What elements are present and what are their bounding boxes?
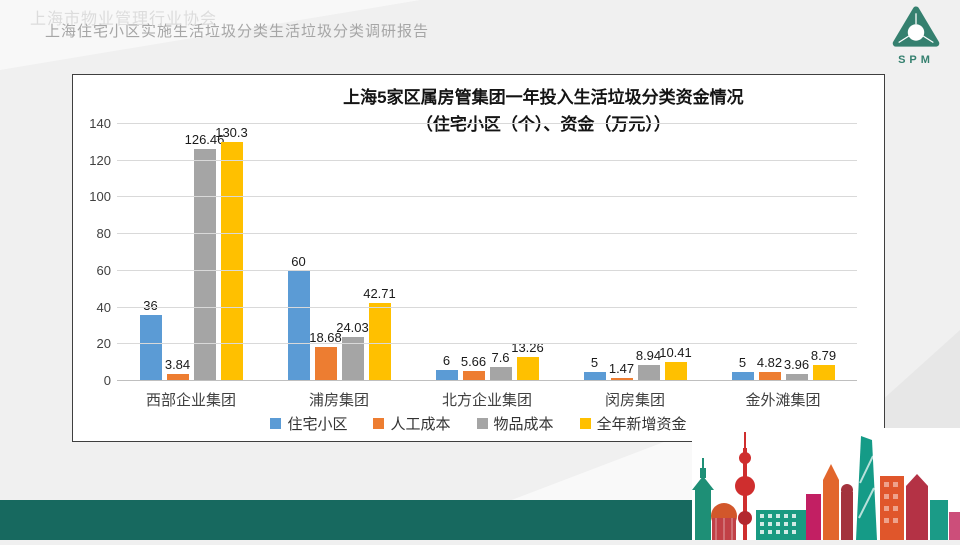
bar-group: 5 1.47 8.94 10.41: [561, 124, 709, 381]
chart-title-line1: 上海5家区属房管集团一年投入生活垃圾分类资金情况: [343, 88, 744, 107]
bar-value-label: 10.41: [659, 344, 692, 360]
footer-text: 上海市物业管理行业协会: [30, 11, 218, 28]
bar-value-label: 6: [442, 353, 451, 368]
bar: 5: [583, 355, 606, 381]
y-tick-label: 40: [96, 299, 111, 315]
bar: 8.79: [811, 348, 836, 381]
bar-value-label: 60: [291, 253, 306, 269]
legend-swatch: [270, 418, 282, 429]
gridline: [117, 159, 857, 161]
bar: 1.47: [609, 361, 634, 381]
bar: 18.68: [309, 330, 342, 381]
legend-label: 人工成本: [390, 416, 451, 433]
legend-label: 物品成本: [493, 416, 554, 433]
bar-group: 5 4.82 3.96 8.79: [709, 124, 857, 381]
bar-value-label: 5: [738, 354, 747, 370]
y-tick-label: 140: [89, 116, 111, 131]
gridline: [117, 343, 857, 345]
bar-value-label: 3.84: [164, 356, 191, 372]
bar-value-label: 36: [143, 297, 158, 313]
legend-item: 人工成本: [373, 413, 451, 434]
bar-value-label: 42.71: [363, 285, 396, 301]
y-tick-label: 20: [96, 336, 111, 352]
chart-title: 上海5家区属房管集团一年投入生活垃圾分类资金情况 （住宅小区（个）、资金（万元）…: [343, 84, 743, 138]
gridline: [117, 269, 857, 271]
bar: 24.03: [336, 320, 369, 381]
slide-header-title: 上海住宅小区实施生活垃圾分类生活垃圾分类调研报告: [45, 23, 430, 40]
bar: 10.41: [659, 345, 692, 381]
bar-value-label: 18.68: [309, 329, 342, 345]
bar: 6: [435, 353, 458, 381]
x-axis-line: [117, 380, 857, 381]
legend-item: 全年新增资金: [579, 413, 687, 434]
gridline: [117, 196, 857, 198]
legend-item: 住宅小区: [270, 413, 347, 434]
bar: 130.3: [215, 125, 248, 381]
bar-value-label: 8.79: [810, 347, 837, 363]
shanghai-skyline-illustration: [692, 428, 960, 540]
category-label: 北方企业集团: [441, 392, 532, 409]
legend-label: 全年新增资金: [596, 416, 687, 433]
chart-container: 上海5家区属房管集团一年投入生活垃圾分类资金情况 （住宅小区（个）、资金（万元）…: [72, 74, 885, 442]
bar: 5: [731, 355, 754, 381]
bar: 3.84: [165, 357, 190, 381]
legend-label: 住宅小区: [287, 416, 348, 433]
plot-area: 0 20 40 60 80 100 120 140 36 3.84 126.46 130.3 60 18…: [89, 116, 857, 388]
y-tick-label: 120: [89, 152, 111, 168]
bar: 42.71: [363, 286, 396, 381]
bar-value-label: 126.46: [184, 131, 225, 147]
gridline: [117, 123, 857, 124]
y-tick-label: 100: [89, 189, 111, 205]
bar-value-label: 7.6: [491, 350, 510, 366]
category-label: 西部企业集团: [145, 392, 236, 409]
spm-logo-icon: [892, 6, 940, 47]
category-label: 浦房集团: [308, 392, 369, 409]
bar: 8.94: [636, 348, 661, 381]
bar-value-label: 5.66: [460, 353, 487, 369]
gridline: [117, 233, 857, 235]
bar-value-label: 130.3: [215, 124, 248, 140]
y-tick-label: 80: [96, 226, 111, 242]
bar-value-label: 3.96: [783, 356, 810, 372]
bar: 4.82: [757, 355, 782, 381]
skyline-icon: [692, 432, 960, 540]
legend-swatch: [476, 418, 488, 429]
bar: 5.66: [461, 354, 486, 381]
spm-logo-text: SPM: [898, 54, 934, 66]
footer-bar: [0, 500, 706, 540]
bar-value-label: 4.82: [756, 355, 783, 371]
category-label: 金外滩集团: [745, 392, 821, 409]
bar: 3.96: [784, 357, 809, 381]
bar: 126.46: [185, 132, 224, 381]
y-tick-label: 0: [103, 373, 111, 388]
bar-groups: 36 3.84 126.46 130.3 60 18.68 24.03 42.71 6 5.66 7…: [117, 124, 857, 381]
x-axis-labels: 西部企业集团 浦房集团 北方企业集团 闵房集团 金外滩集团: [117, 389, 857, 410]
bar-value-label: 24.03: [336, 319, 369, 335]
bar-value-label: 8.94: [635, 347, 662, 363]
bar: 13.26: [511, 340, 544, 381]
bar: 60: [287, 254, 310, 381]
y-tick-label: 60: [96, 262, 111, 278]
bar-group: 60 18.68 24.03 42.71: [265, 124, 413, 381]
chart-legend: 住宅小区 人工成本 物品成本 全年新增资金: [73, 413, 884, 434]
gridline: [117, 306, 857, 308]
legend-swatch: [579, 418, 591, 429]
legend-swatch: [373, 418, 385, 429]
chart-title-line2: （住宅小区（个）、资金（万元））: [415, 115, 671, 134]
bar-group: 36 3.84 126.46 130.3: [117, 124, 265, 381]
y-axis: 0 20 40 60 80 100 120 140: [75, 116, 111, 388]
category-label: 闵房集团: [604, 392, 665, 409]
legend-item: 物品成本: [476, 413, 554, 434]
bar-value-label: 5: [590, 354, 599, 370]
bar-value-label: 13.26: [511, 339, 544, 355]
bar: 36: [139, 298, 162, 381]
bar: 7.6: [489, 350, 512, 381]
spm-logo: SPM: [888, 6, 944, 66]
bar-value-label: 1.47: [608, 361, 635, 377]
